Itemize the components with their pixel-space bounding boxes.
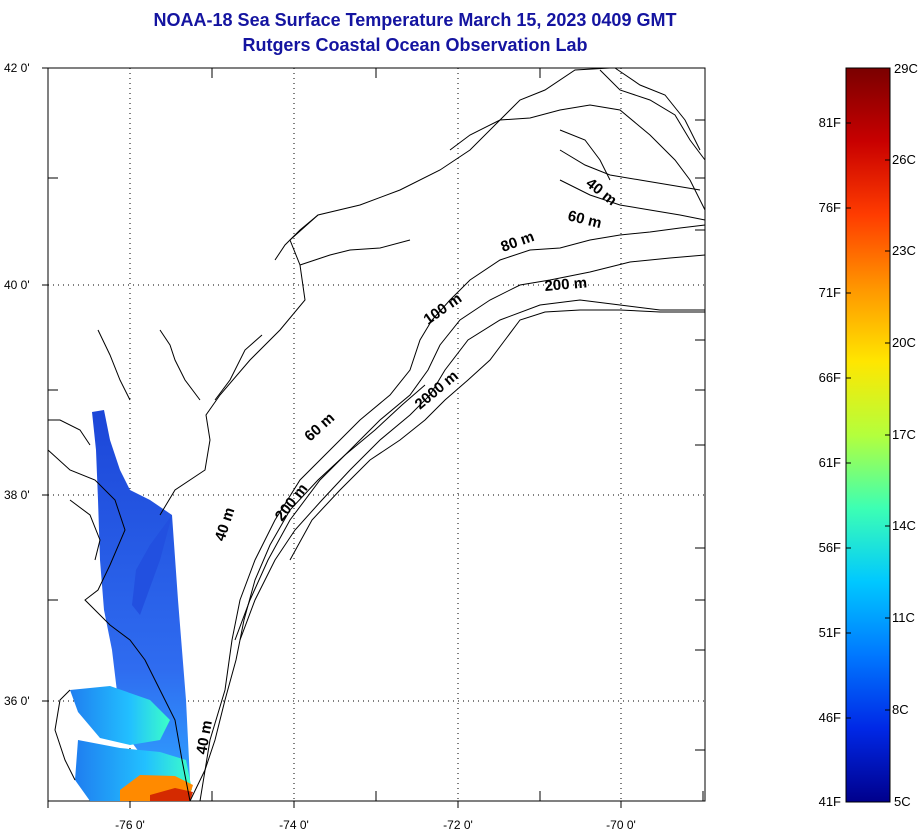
lat-labels: 42 0' 40 0' 38 0' 36 0' [4, 61, 30, 708]
lon-label: -70 0' [606, 818, 636, 832]
colorbar-label: 5C [894, 794, 911, 809]
colorbar-label: 29C [894, 61, 918, 76]
colorbar-label: 51F [819, 625, 841, 640]
colorbar-label: 56F [819, 540, 841, 555]
lon-labels: -76 0' -74 0' -72 0' -70 0' [115, 818, 636, 832]
colorbar-label: 11C [892, 610, 915, 625]
lon-label: -74 0' [279, 818, 309, 832]
colorbar-label: 71F [819, 285, 841, 300]
colorbar-label: 26C [892, 152, 916, 167]
colorbar-ticks [846, 122, 890, 719]
lat-label: 36 0' [4, 694, 30, 708]
isobath-label: 200 m [544, 274, 588, 295]
colorbar-label: 61F [819, 455, 841, 470]
colorbar-label: 17C [892, 427, 916, 442]
map-title: NOAA-18 Sea Surface Temperature March 15… [153, 10, 677, 30]
colorbar-label: 46F [819, 710, 841, 725]
colorbar-label: 8C [892, 702, 909, 717]
colorbar [845, 67, 891, 803]
lat-label: 42 0' [4, 61, 30, 75]
colorbar-f-labels: 81F 76F 71F 66F 61F 56F 51F 46F 41F [819, 115, 841, 809]
isobaths [189, 67, 706, 802]
colorbar-label: 76F [819, 200, 841, 215]
colorbar-label: 81F [819, 115, 841, 130]
sst-data-layer [70, 410, 193, 801]
frame-ticks [42, 67, 705, 808]
colorbar-c-labels: 29C 26C 23C 20C 17C 14C 11C 8C 5C [892, 61, 918, 809]
lon-label: -72 0' [443, 818, 473, 832]
colorbar-label: 41F [819, 794, 841, 809]
colorbar-label: 20C [892, 335, 916, 350]
lat-label: 38 0' [4, 488, 30, 502]
isobath-label: 40 m [193, 719, 216, 756]
lat-label: 40 0' [4, 278, 30, 292]
coastline [47, 67, 706, 802]
colorbar-label: 66F [819, 370, 841, 385]
colorbar-label: 23C [892, 243, 916, 258]
colorbar-label: 14C [892, 518, 916, 533]
lon-label: -76 0' [115, 818, 145, 832]
map-subtitle: Rutgers Coastal Ocean Observation Lab [242, 35, 588, 55]
